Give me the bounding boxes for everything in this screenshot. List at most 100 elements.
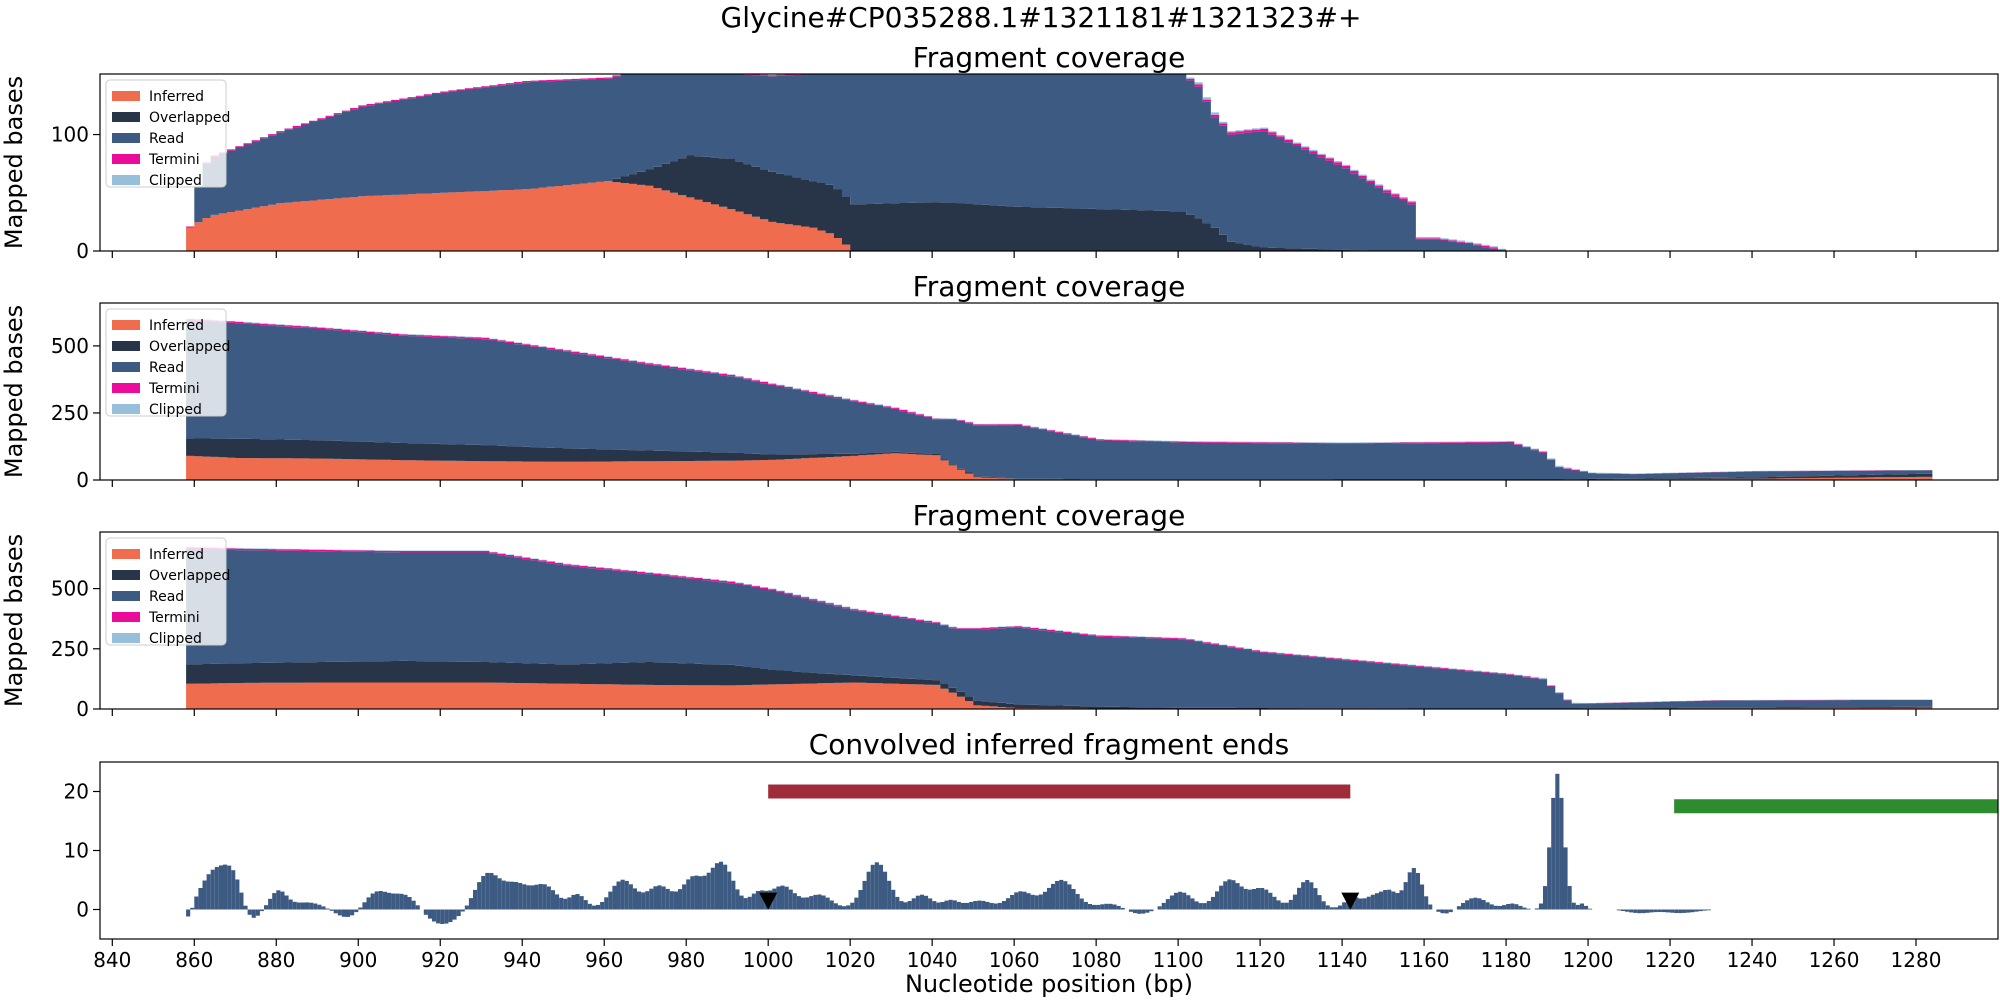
convolved-bar — [1620, 909, 1625, 911]
convolved-bar — [1588, 908, 1593, 910]
convolved-bar — [1260, 888, 1265, 910]
convolved-bar — [1633, 909, 1638, 913]
convolved-bar — [1366, 896, 1371, 910]
convolved-bar — [1227, 879, 1232, 910]
convolved-bar — [1374, 893, 1379, 910]
convolved-bar — [1169, 895, 1174, 910]
convolved-bar — [407, 897, 412, 910]
axes-frame — [99, 531, 1999, 710]
position-marker — [1341, 892, 1360, 910]
coverage-panel-1: Fragment coverage 0 100 Mapped bases Inferre… — [0, 41, 1999, 263]
convolved-bar — [1440, 909, 1445, 914]
convolved-bar — [1022, 891, 1027, 910]
x-tick-label: 1180 — [1481, 948, 1532, 972]
convolved-bar — [612, 885, 617, 910]
convolved-bar — [1522, 907, 1527, 910]
convolved-bar — [1182, 892, 1187, 910]
legend-swatch-termini — [112, 154, 140, 164]
convolved-bar — [751, 893, 756, 910]
convolved-bar — [309, 902, 314, 910]
x-tick-label: 1260 — [1809, 948, 1860, 972]
convolved-bar — [1268, 892, 1273, 910]
convolved-bar — [1506, 904, 1511, 910]
convolved-bar — [1514, 904, 1519, 910]
y-tick-label: 0 — [76, 898, 89, 922]
convolved-bar — [1666, 909, 1671, 913]
convolved-bar — [251, 909, 256, 918]
x-tick-label: 1120 — [1235, 948, 1286, 972]
convolved-bar — [1538, 903, 1543, 910]
convolved-bar — [1288, 899, 1293, 910]
convolved-bar — [395, 893, 400, 910]
convolved-bar — [460, 909, 465, 912]
convolved-bar — [747, 896, 752, 910]
legend-label-inferred: Inferred — [149, 547, 204, 563]
convolved-bar — [1407, 872, 1412, 910]
convolved-bar — [411, 900, 416, 910]
convolved-bar — [821, 895, 826, 910]
convolved-bar — [965, 902, 970, 910]
legend-swatch-termini — [112, 612, 140, 622]
convolved-bar — [292, 901, 297, 910]
convolved-bar — [641, 892, 646, 910]
convolved-bar — [743, 898, 748, 910]
convolved-bar — [1481, 900, 1486, 910]
convolved-bar — [1616, 909, 1621, 911]
convolved-bar — [1034, 895, 1039, 910]
convolved-bar — [727, 871, 732, 910]
convolved-bar — [952, 900, 957, 910]
convolved-bar — [1223, 881, 1228, 910]
convolved-bar — [1502, 905, 1507, 910]
legend-label-read: Read — [149, 360, 184, 376]
convolved-bar — [1706, 909, 1711, 911]
convolved-bar — [1116, 905, 1121, 910]
convolved-bar — [960, 903, 965, 910]
convolved-bar — [1198, 903, 1203, 910]
series-area-read — [186, 74, 1507, 251]
convolved-bar — [1584, 905, 1589, 910]
convolved-bar — [1264, 889, 1269, 910]
convolved-bar — [1100, 904, 1105, 910]
convolved-bar — [1543, 886, 1548, 910]
convolved-bar — [1186, 895, 1191, 910]
convolved-bar — [1018, 891, 1023, 910]
convolved-bar — [1399, 890, 1404, 910]
convolved-bar — [1424, 896, 1429, 910]
convolved-bar — [403, 894, 408, 910]
convolved-bar — [186, 909, 191, 917]
convolved-bar — [1042, 891, 1047, 910]
convolved-bar — [333, 909, 338, 914]
convolved-bar — [1145, 909, 1150, 913]
legend-label-overlapped: Overlapped — [149, 339, 230, 355]
convolved-bar — [1178, 891, 1183, 910]
y-tick-label: 0 — [76, 468, 89, 492]
convolved-bar — [227, 865, 232, 910]
convolved-bar — [1321, 901, 1326, 910]
convolved-bar — [1526, 908, 1531, 910]
convolved-bar — [673, 891, 678, 910]
convolved-bar — [899, 901, 904, 910]
convolved-bar — [760, 890, 765, 910]
convolved-bar — [1555, 773, 1560, 910]
x-tick-label: 1200 — [1563, 948, 1614, 972]
convolved-bar — [1239, 886, 1244, 910]
convolved-bar — [1006, 898, 1011, 910]
convolved-bar — [1206, 901, 1211, 910]
convolved-bar — [706, 872, 711, 910]
convolved-bar — [1083, 901, 1088, 910]
convolved-bar — [936, 902, 941, 910]
convolved-bar — [391, 893, 396, 910]
convolved-bar — [1415, 873, 1420, 910]
convolved-bar — [1014, 892, 1019, 910]
legend-label-inferred: Inferred — [149, 89, 204, 105]
convolved-bar — [1645, 909, 1650, 913]
x-tick-label: 1280 — [1891, 948, 1942, 972]
convolved-bar — [948, 899, 953, 910]
convolved-bar — [1251, 889, 1256, 910]
convolved-bar — [1383, 890, 1388, 910]
convolved-bar — [1391, 891, 1396, 910]
convolved-bar — [522, 884, 527, 910]
convolved-bar — [997, 902, 1002, 910]
convolved-bar — [370, 893, 375, 910]
